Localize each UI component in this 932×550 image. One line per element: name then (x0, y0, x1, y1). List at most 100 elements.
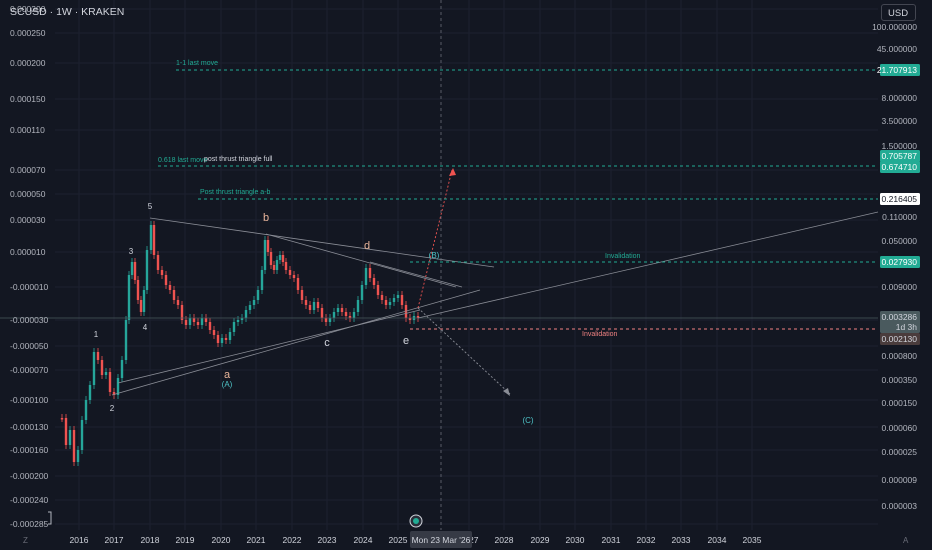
left-axis-tick: 0.000030 (10, 215, 46, 225)
wave-label: e (403, 335, 409, 347)
currency-button[interactable]: USD (881, 4, 916, 21)
candle-body (100, 360, 104, 375)
candle-body (164, 275, 168, 285)
wave-label: d (364, 240, 370, 252)
triangle-lower-trendline (111, 289, 481, 396)
candle-body (92, 352, 96, 385)
wave-label: 2 (110, 404, 115, 413)
left-axis-tick: -0.000160 (10, 445, 49, 455)
time-axis-tick: 2018 (141, 535, 160, 545)
candle-body (120, 360, 124, 378)
event-marker-dot (413, 518, 419, 524)
candle-body (304, 300, 308, 305)
time-axis-tick: 2030 (566, 535, 585, 545)
candle-body (281, 255, 285, 262)
right-axis-tick: 0.000800 (882, 351, 918, 361)
candle-body (380, 295, 384, 300)
candle-body (364, 268, 368, 285)
candle-body (324, 318, 328, 322)
candle-body (388, 302, 392, 305)
candle-body (332, 312, 336, 318)
triangle-upper-trendline (149, 217, 495, 268)
candle-body (156, 255, 160, 270)
triangle-d-line (369, 261, 463, 288)
candle-body (200, 318, 204, 325)
price-label-box (880, 311, 920, 323)
price-label: 0.002130 (882, 334, 918, 344)
level-label: post thrust triangle full (204, 156, 273, 163)
candle-body (269, 252, 273, 265)
price-label: 0.674710 (882, 162, 918, 172)
candle-body (384, 300, 388, 305)
candle-body (336, 308, 340, 312)
wave-label: 3 (129, 247, 134, 256)
right-axis-tick: 45.000000 (877, 44, 917, 54)
price-label-box (880, 150, 920, 162)
wave-label: c (324, 337, 330, 349)
candle-body (296, 278, 300, 290)
candle-body (188, 318, 192, 325)
candle-body (300, 290, 304, 300)
zoom-reset-icon[interactable]: Z (23, 536, 28, 545)
grid (55, 0, 878, 530)
left-axis-tick: -0.000050 (10, 341, 49, 351)
candle-body (228, 332, 232, 340)
candle-body (112, 392, 116, 395)
right-axis: 100.000000 45.000000 8.000000 3.500000 1.500… (872, 22, 920, 511)
price-label: 0.705787 (882, 151, 918, 161)
candle-body (116, 378, 120, 395)
left-axis-tick: 0.000110 (10, 125, 45, 135)
candle-body (312, 302, 316, 310)
price-label-box (880, 161, 920, 173)
candle-body (149, 225, 153, 250)
price-candles (60, 221, 420, 466)
left-axis: 0.000300 0.000250 0.000200 0.000150 0.000110… (10, 4, 52, 529)
candle-body (208, 322, 212, 330)
time-axis-tick: 2034 (708, 535, 727, 545)
left-axis-tick: -0.000285 (10, 519, 49, 529)
candle-body (252, 300, 256, 305)
candle-body (196, 322, 200, 325)
wave-label: 4 (143, 323, 148, 332)
left-axis-tick: 0.000050 (10, 189, 46, 199)
symbol-title[interactable]: SCUSD · 1W · KRAKEN (10, 6, 125, 18)
candle-body (240, 318, 244, 320)
right-axis-tick: 0.009000 (882, 282, 918, 292)
candle-body (130, 262, 134, 275)
auto-scale-icon[interactable]: A (903, 536, 909, 545)
left-axis-tick: 0.000250 (10, 28, 46, 38)
right-axis-tick: 8.000000 (882, 93, 918, 103)
time-axis-tick: 2031 (602, 535, 621, 545)
candle-body (352, 312, 356, 318)
time-axis-tick: 2028 (495, 535, 514, 545)
time-axis: 2016 2017 2018 2019 2020 2021 2022 2023 2024 2025… (70, 514, 762, 548)
candle-body (344, 312, 348, 316)
candle-body (204, 318, 208, 322)
left-axis-tick: 0.000010 (10, 247, 46, 257)
price-label-box (880, 64, 920, 76)
candle-body (392, 298, 396, 302)
thrust-arrowhead (449, 168, 456, 176)
candle-body (142, 290, 146, 312)
wave-c-projection-down (417, 307, 511, 395)
candle-body (263, 240, 267, 270)
time-axis-tick: 2029 (531, 535, 550, 545)
right-axis-tick: 3.500000 (882, 116, 918, 126)
price-label: 21.707913 (877, 65, 917, 75)
candle-body (376, 285, 380, 295)
left-axis-tick: -0.000240 (10, 495, 49, 505)
left-axis-tick: 0.000200 (10, 58, 46, 68)
left-axis-tick: -0.000130 (10, 422, 49, 432)
candle-body (127, 275, 131, 320)
time-axis-tick: 2016 (70, 535, 89, 545)
left-axis-tick: -0.000200 (10, 471, 49, 481)
candle-body (266, 240, 270, 252)
candle-body (96, 352, 100, 360)
price-label-box (880, 256, 920, 268)
candle-body (133, 262, 137, 280)
price-label-box (880, 333, 920, 345)
candle-body (360, 285, 364, 300)
candle-body (76, 450, 80, 462)
candle-body (256, 290, 260, 300)
